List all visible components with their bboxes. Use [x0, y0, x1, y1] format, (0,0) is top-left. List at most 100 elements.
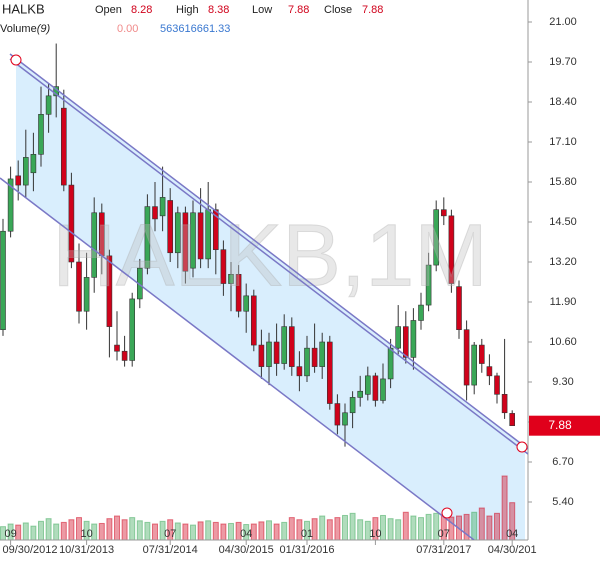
candle-body: [349, 397, 356, 414]
field-label: Low: [252, 4, 272, 16]
volume-bar: [212, 521, 219, 540]
candle-body: [364, 375, 371, 395]
y-tick-label: 11.90: [550, 296, 577, 308]
candle-body: [471, 344, 478, 386]
candle-body: [7, 178, 14, 232]
candle-body: [433, 209, 440, 266]
volume-bar: [410, 515, 417, 540]
volume-bar: [228, 522, 234, 540]
field-label: Open: [95, 4, 122, 16]
candle-body: [15, 175, 21, 186]
volume-bar: [311, 518, 318, 540]
plot-area: HALKB,1M: [0, 43, 525, 540]
x-date-label: 10/31/2013: [59, 544, 114, 556]
x-tick-label: 07: [164, 528, 176, 540]
x-date-label: 04/30/2015: [219, 544, 274, 556]
candle-body: [228, 274, 234, 284]
volume-bar: [326, 519, 333, 540]
volume-bar: [182, 523, 189, 540]
y-tick-label: 15.80: [549, 176, 577, 188]
volume-bar: [418, 517, 424, 540]
candle-body: [106, 255, 113, 327]
candle-body: [129, 298, 135, 361]
volume-bar: [478, 507, 485, 540]
candle-body: [60, 107, 67, 186]
candle-body: [463, 329, 470, 386]
volume-bar: [38, 520, 44, 540]
candle-body: [258, 344, 265, 367]
volume-bar: [501, 475, 508, 540]
candle-body: [494, 375, 500, 395]
candle-body: [190, 212, 196, 269]
volume-period: (9): [37, 23, 51, 35]
candle-body: [319, 341, 326, 367]
volume-bar: [129, 517, 136, 540]
field-value: 8.28: [131, 4, 152, 16]
x-date-label: 09/30/2012: [2, 544, 57, 556]
candle-body: [91, 212, 97, 278]
y-tick-label: 6.70: [552, 456, 573, 468]
candle-body: [486, 366, 493, 377]
volume-bar: [349, 512, 356, 540]
candle-body: [425, 264, 432, 306]
candle-body: [220, 249, 227, 284]
volume-value: 563616661.33: [160, 23, 230, 35]
volume-bar: [380, 514, 386, 540]
candle-body: [456, 286, 462, 330]
y-tick-label: 19.70: [549, 56, 577, 68]
volume-bar: [22, 522, 29, 540]
candle-body: [304, 347, 310, 377]
x-date-label: 04/30/201: [488, 544, 537, 556]
volume-bar: [174, 522, 181, 540]
y-tick-label: 10.60: [549, 336, 577, 348]
candle-body: [152, 206, 158, 220]
candle-body: [395, 326, 402, 349]
volume-bar: [296, 519, 303, 540]
volume-value: 0.00: [117, 23, 138, 35]
candle-body: [402, 326, 409, 358]
candle-body: [197, 212, 204, 260]
volume-bar: [190, 524, 196, 540]
candle-body: [83, 277, 90, 312]
channel-line: [0, 177, 475, 540]
y-tick-label: 21.00: [549, 16, 577, 28]
y-tick-label: 5.40: [552, 496, 573, 508]
volume-bar: [266, 520, 272, 540]
volume-bar: [288, 517, 295, 540]
x-date-label: 07/31/2017: [416, 544, 471, 556]
y-tick-label: 13.20: [549, 256, 577, 268]
volume-bar: [319, 515, 326, 540]
candle-body: [45, 95, 52, 115]
candle-body: [38, 114, 44, 155]
x-tick-label: 04: [506, 528, 518, 540]
watermark: HALKB,1M: [52, 205, 487, 304]
candle-body: [167, 200, 173, 254]
anchor-point: [516, 441, 528, 453]
field-label: Close: [324, 4, 352, 16]
volume-bar: [402, 511, 409, 540]
volume-bar: [357, 519, 364, 540]
volume-bar: [395, 519, 402, 540]
volume-bar: [7, 523, 14, 540]
candle-body: [0, 230, 6, 330]
candle-body: [281, 326, 288, 364]
candle-body: [342, 412, 348, 426]
candle-body: [144, 206, 151, 269]
volume-bar: [250, 523, 257, 540]
candle-body: [266, 341, 272, 367]
last-price-label: 7.88: [548, 418, 572, 432]
volume-bar: [494, 512, 500, 540]
x-tick-label: 01: [301, 528, 313, 540]
volume-bar: [30, 525, 37, 540]
volume-bar: [471, 511, 478, 540]
candle-body: [114, 344, 120, 352]
candle-body: [372, 375, 379, 401]
field-label: High: [176, 4, 199, 16]
candle-body: [501, 394, 508, 414]
volume-bar: [258, 521, 265, 540]
candle-body: [410, 320, 417, 358]
volume-bar: [121, 519, 128, 540]
volume-bar: [45, 518, 52, 540]
volume-bar: [281, 521, 288, 540]
